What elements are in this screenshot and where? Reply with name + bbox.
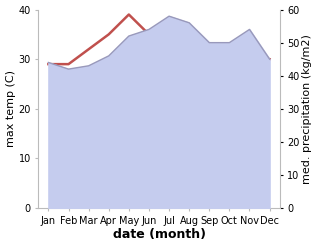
Y-axis label: max temp (C): max temp (C) [5,70,16,147]
Y-axis label: med. precipitation (kg/m2): med. precipitation (kg/m2) [302,34,313,184]
X-axis label: date (month): date (month) [113,228,205,242]
